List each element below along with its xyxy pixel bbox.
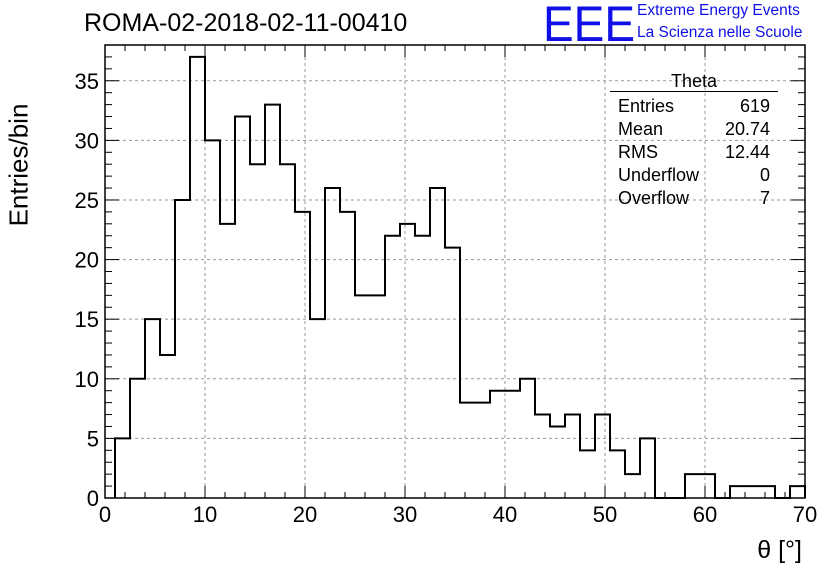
stats-row-mean: Mean 20.74 (610, 118, 778, 141)
stats-row-rms: RMS 12.44 (610, 141, 778, 164)
eee-logo-icon: EEE (543, 1, 635, 45)
stats-value: 619 (739, 96, 770, 116)
stats-box: Theta Entries 619 Mean 20.74 RMS 12.44 U… (610, 72, 778, 210)
x-tick-labels: 0 10 20 30 40 50 60 70 (99, 502, 817, 527)
y-tick-label: 30 (75, 128, 99, 153)
stats-label: RMS (618, 142, 658, 162)
svg-text:EEE: EEE (543, 1, 635, 45)
y-tick-label: 15 (75, 307, 99, 332)
y-tick-label: 20 (75, 248, 99, 273)
stats-label: Overflow (618, 188, 690, 208)
stats-label: Mean (618, 119, 664, 139)
stats-title: Theta (610, 72, 778, 92)
axis-ticks (104, 44, 806, 499)
stats-row-underflow: Underflow 0 (610, 164, 778, 187)
y-axis-label-wrap: Entries/bin (4, 104, 34, 227)
grid-lines (105, 45, 805, 498)
y-tick-label: 5 (87, 426, 99, 451)
stats-value: 12.44 (724, 142, 770, 162)
x-tick-label: 50 (593, 502, 617, 527)
stats-label: Entries (618, 96, 675, 116)
x-axis-label: θ [°] (757, 536, 802, 564)
x-tick-label: 40 (493, 502, 517, 527)
x-tick-label: 60 (693, 502, 717, 527)
x-tick-label: 70 (793, 502, 817, 527)
logo-text-line2: La Scienza nelle Scuole (637, 24, 803, 41)
chart-title: ROMA-02-2018-02-11-00410 (84, 9, 408, 37)
y-tick-label: 25 (75, 188, 99, 213)
stats-value: 20.74 (724, 119, 770, 139)
logo-text-line1: Extreme Energy Events (637, 2, 800, 19)
y-tick-label: 35 (75, 69, 99, 94)
x-tick-label: 20 (293, 502, 317, 527)
stats-value: 0 (759, 165, 770, 185)
x-tick-label: 0 (99, 502, 111, 527)
stats-row-overflow: Overflow 7 (610, 187, 778, 210)
y-axis-label: Entries/bin (3, 103, 34, 227)
x-tick-label: 10 (193, 502, 217, 527)
x-tick-label: 30 (393, 502, 417, 527)
y-tick-label: 0 (87, 486, 99, 511)
stats-label: Underflow (618, 165, 700, 185)
stats-value: 7 (759, 188, 770, 208)
y-tick-label: 10 (75, 367, 99, 392)
stats-row-entries: Entries 619 (610, 95, 778, 118)
y-tick-labels: 0 5 10 15 20 25 30 35 (75, 69, 99, 511)
